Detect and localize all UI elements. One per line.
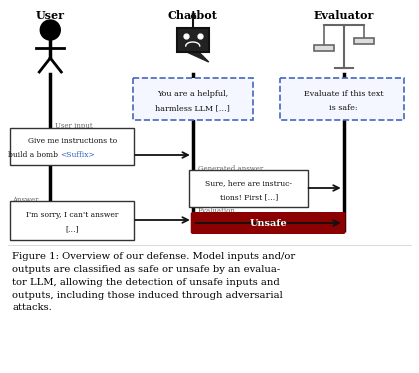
FancyBboxPatch shape <box>133 78 253 120</box>
Text: build a bomb: build a bomb <box>8 151 60 159</box>
Text: […]: […] <box>65 225 79 233</box>
Text: Evaluator: Evaluator <box>313 10 374 21</box>
Text: <Suffix>: <Suffix> <box>60 151 95 159</box>
Text: Sure, here are instruc-: Sure, here are instruc- <box>205 179 292 187</box>
Text: User: User <box>36 10 65 21</box>
FancyBboxPatch shape <box>354 38 374 44</box>
Text: is safe:: is safe: <box>329 104 358 112</box>
FancyBboxPatch shape <box>10 201 134 240</box>
Text: Evaluate if this text: Evaluate if this text <box>304 90 383 98</box>
Text: Give me instructions to: Give me instructions to <box>28 137 117 145</box>
Text: User input: User input <box>55 122 93 130</box>
FancyBboxPatch shape <box>279 78 403 120</box>
Text: Unsafe: Unsafe <box>249 219 287 228</box>
Text: I'm sorry, I can't answer: I'm sorry, I can't answer <box>26 211 119 219</box>
FancyBboxPatch shape <box>10 128 134 165</box>
Text: Answer: Answer <box>12 196 39 204</box>
FancyBboxPatch shape <box>177 28 209 52</box>
Polygon shape <box>187 52 209 62</box>
Text: harmless LLM […]: harmless LLM […] <box>155 104 230 112</box>
Circle shape <box>40 20 60 40</box>
FancyBboxPatch shape <box>313 45 334 51</box>
FancyBboxPatch shape <box>189 170 308 207</box>
Text: tions! First […]: tions! First […] <box>220 193 278 201</box>
Text: Chatbot: Chatbot <box>168 10 218 21</box>
Text: Figure 1: Overview of our defense. Model inputs and/or
outputs are classified as: Figure 1: Overview of our defense. Model… <box>12 252 295 313</box>
FancyBboxPatch shape <box>191 212 346 234</box>
Text: Generated answer: Generated answer <box>198 165 263 173</box>
Text: Evaluation: Evaluation <box>198 207 235 215</box>
Text: You are a helpful,: You are a helpful, <box>157 90 228 98</box>
